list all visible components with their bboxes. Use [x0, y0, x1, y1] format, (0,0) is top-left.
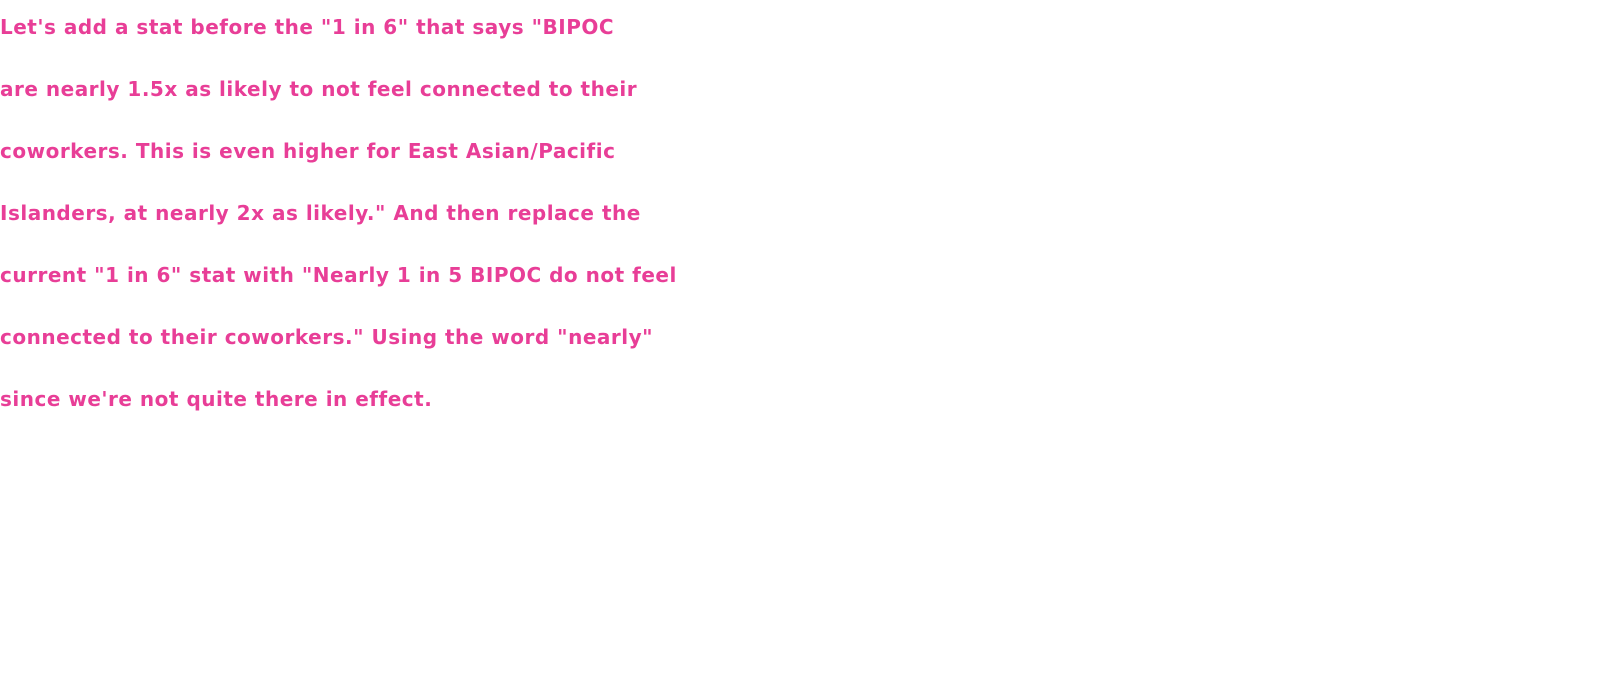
note-line: Islanders, at nearly 2x as likely." And …: [0, 201, 641, 225]
note-line: are nearly 1.5x as likely to not feel co…: [0, 77, 638, 101]
note-line: current "1 in 6" stat with "Nearly 1 in …: [0, 263, 677, 287]
edit-request-note: Let's add a stat before the "1 in 6" tha…: [0, 15, 677, 411]
note-line: since we're not quite there in effect.: [0, 387, 433, 411]
note-line: coworkers. This is even higher for East …: [0, 139, 616, 163]
note-line: Let's add a stat before the "1 in 6" tha…: [0, 15, 615, 39]
note-line: connected to their coworkers." Using the…: [0, 325, 654, 349]
